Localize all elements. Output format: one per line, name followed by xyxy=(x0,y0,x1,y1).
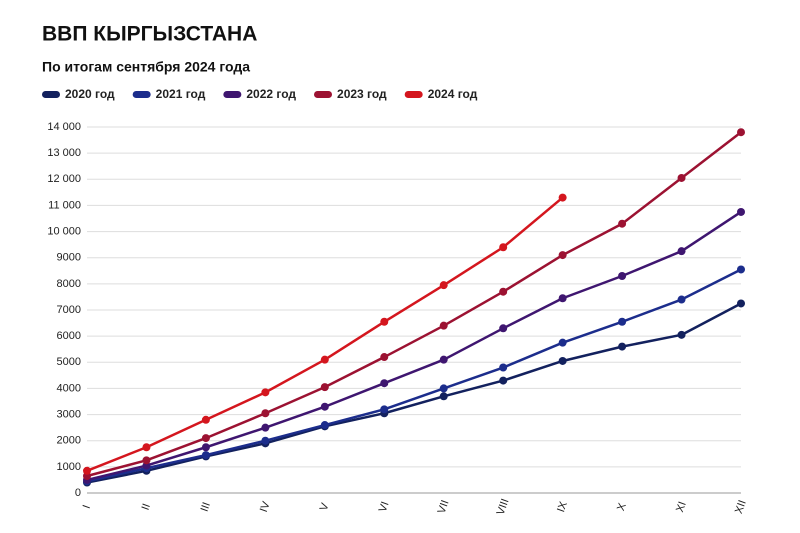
data-point xyxy=(201,451,210,460)
data-point xyxy=(142,456,151,465)
data-point xyxy=(737,265,745,274)
data-point xyxy=(499,324,508,333)
data-point xyxy=(320,421,329,430)
data-point xyxy=(499,243,508,252)
legend-swatch xyxy=(314,91,333,98)
data-point xyxy=(558,356,567,365)
legend-label: 2021 год xyxy=(156,87,206,101)
x-tick-label: I xyxy=(81,503,93,510)
data-point xyxy=(558,251,567,260)
y-tick-label: 6000 xyxy=(57,330,81,342)
chart-title: ВВП КЫРГЫЗСТАНА xyxy=(42,23,257,46)
data-point xyxy=(261,436,270,445)
data-point xyxy=(499,363,508,372)
data-point xyxy=(439,281,448,290)
x-tick-label: V xyxy=(318,501,332,513)
data-point xyxy=(677,295,686,304)
x-tick-label: VII xyxy=(436,499,452,516)
x-tick-label: II xyxy=(140,502,153,512)
data-point xyxy=(261,388,270,397)
data-point xyxy=(677,247,686,256)
data-point xyxy=(380,379,389,388)
y-tick-label: 4000 xyxy=(57,382,81,394)
y-tick-label: 1000 xyxy=(57,461,81,473)
data-point xyxy=(83,466,91,475)
data-point xyxy=(201,415,210,424)
data-point xyxy=(737,128,745,137)
data-point xyxy=(737,299,745,308)
x-tick-label: X xyxy=(615,501,629,513)
x-tick-label: IV xyxy=(258,499,273,513)
legend-swatch xyxy=(42,91,60,98)
y-tick-label: 2000 xyxy=(57,435,81,447)
data-point xyxy=(677,330,686,339)
data-point xyxy=(618,272,627,281)
data-point xyxy=(380,405,389,414)
y-tick-label: 12 000 xyxy=(47,173,81,185)
data-point xyxy=(439,321,448,330)
data-point xyxy=(201,434,210,443)
legend-label: 2023 год xyxy=(337,87,387,101)
data-point xyxy=(499,376,508,385)
x-tick-label: IX xyxy=(555,499,570,513)
data-point xyxy=(439,392,448,401)
data-point xyxy=(618,317,627,326)
data-point xyxy=(558,338,567,347)
data-point xyxy=(558,294,567,303)
chart-subtitle: По итогам сентября 2024 года xyxy=(42,59,250,75)
data-point xyxy=(558,193,567,202)
data-point xyxy=(201,443,210,452)
legend-swatch xyxy=(132,91,151,98)
series-line xyxy=(86,131,742,478)
y-tick-label: 11 000 xyxy=(48,199,81,211)
y-tick-label: 3000 xyxy=(57,408,81,420)
data-point xyxy=(261,423,270,432)
data-point xyxy=(142,443,151,452)
data-point xyxy=(261,409,270,418)
data-point xyxy=(677,173,686,182)
data-point xyxy=(320,383,329,392)
data-point xyxy=(320,402,329,411)
x-tick-label: VIII xyxy=(495,497,512,517)
legend-label: 2020 год xyxy=(65,87,115,101)
data-point xyxy=(380,317,389,326)
y-tick-label: 13 000 xyxy=(47,147,81,159)
y-tick-label: 8000 xyxy=(57,278,81,290)
y-tick-label: 10 000 xyxy=(47,225,81,237)
x-tick-label: VI xyxy=(377,500,392,514)
y-tick-label: 0 xyxy=(75,487,81,499)
x-tick-label: XI xyxy=(674,500,689,514)
data-point xyxy=(380,353,389,362)
y-tick-label: 7000 xyxy=(57,304,81,316)
data-point xyxy=(618,219,627,228)
y-tick-label: 5000 xyxy=(57,356,81,368)
series-line xyxy=(86,268,742,483)
data-point xyxy=(499,287,508,296)
x-tick-label: III xyxy=(199,501,213,514)
data-point xyxy=(439,384,448,393)
legend-swatch xyxy=(223,91,242,98)
series-line xyxy=(86,210,742,482)
data-point xyxy=(618,342,627,351)
legend-swatch xyxy=(404,91,423,98)
data-point xyxy=(439,355,448,364)
legend-label: 2024 год xyxy=(428,87,478,101)
x-tick-label: XII xyxy=(733,499,749,516)
legend-label: 2022 год xyxy=(246,87,296,101)
y-tick-label: 9000 xyxy=(57,252,81,264)
y-tick-label: 14 000 xyxy=(47,121,81,133)
data-point xyxy=(737,207,745,216)
data-point xyxy=(320,355,329,364)
series-line xyxy=(86,302,742,484)
